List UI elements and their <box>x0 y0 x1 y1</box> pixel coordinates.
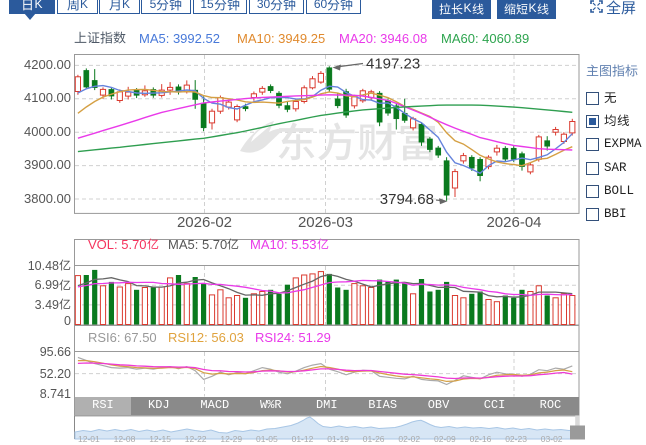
svg-text:4197.23: 4197.23 <box>366 56 420 73</box>
svg-text:3794.68: 3794.68 <box>380 191 434 208</box>
